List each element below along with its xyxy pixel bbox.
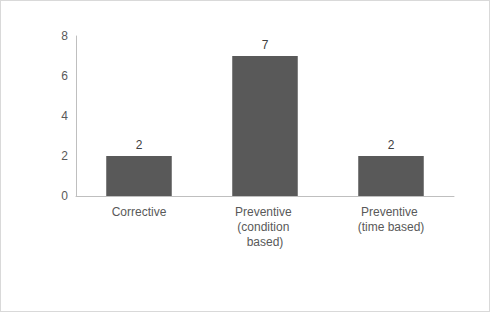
svg-text:(time based): (time based) — [358, 220, 425, 234]
svg-text:2: 2 — [61, 149, 68, 163]
svg-text:Preventive: Preventive — [361, 205, 421, 219]
svg-text:Corrective: Corrective — [112, 205, 167, 219]
svg-text:7: 7 — [262, 38, 269, 52]
svg-text:6: 6 — [61, 69, 68, 83]
svg-text:8: 8 — [61, 29, 68, 43]
svg-text:2: 2 — [388, 138, 395, 152]
svg-text:2: 2 — [136, 138, 143, 152]
svg-text:Preventive: Preventive — [235, 205, 295, 219]
svg-text:(condition: (condition — [237, 220, 292, 234]
svg-text:0: 0 — [61, 189, 68, 203]
svg-text:4: 4 — [61, 109, 68, 123]
svg-text:based): based) — [247, 235, 284, 249]
